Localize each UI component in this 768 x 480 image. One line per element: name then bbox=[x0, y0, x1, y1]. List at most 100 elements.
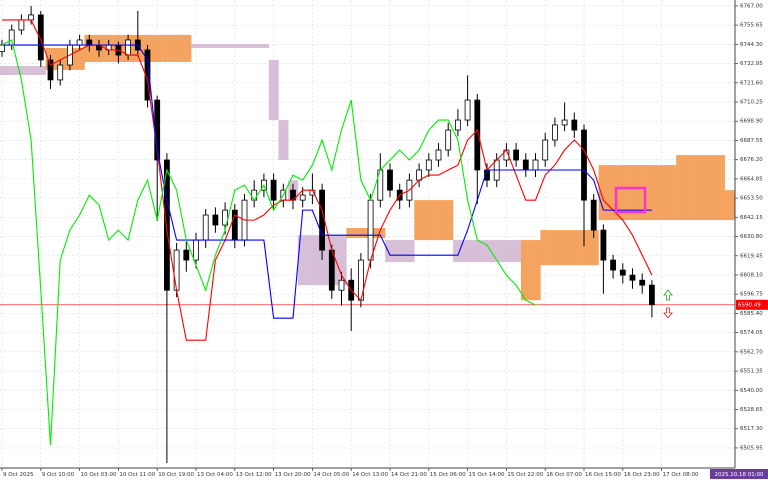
y-tick-label: 6664.85 bbox=[740, 176, 763, 182]
cloud-segment bbox=[162, 34, 173, 62]
candle-body bbox=[125, 39, 131, 56]
cloud-segment bbox=[569, 230, 580, 266]
candle-body bbox=[202, 214, 209, 241]
candle-body bbox=[47, 59, 54, 81]
cloud-segment bbox=[559, 230, 570, 266]
cloud-segment bbox=[705, 155, 716, 221]
indicator-line bbox=[2, 19, 653, 341]
y-tick-label: 6528.65 bbox=[740, 407, 763, 413]
candle-body bbox=[522, 159, 529, 171]
indicator-line bbox=[2, 44, 652, 319]
cloud-segment bbox=[482, 240, 493, 263]
cloud-segment bbox=[637, 165, 648, 221]
y-tick-label: 6585.40 bbox=[740, 311, 763, 317]
candle-body bbox=[76, 39, 83, 46]
candle-body bbox=[251, 189, 258, 201]
candle-body bbox=[581, 129, 587, 201]
cloud-segment bbox=[375, 228, 386, 239]
y-tick-label: 6767.00 bbox=[740, 3, 763, 9]
cloud-segment bbox=[74, 47, 85, 70]
cloud-segment bbox=[6, 66, 17, 76]
price-label: 6590.49 bbox=[738, 302, 761, 308]
cloud-segment bbox=[26, 66, 37, 76]
time-label-box bbox=[710, 469, 768, 479]
candle-body bbox=[561, 119, 568, 126]
cloud-segment bbox=[530, 240, 541, 301]
x-tick-label: 15 Oct 22:00 bbox=[507, 472, 543, 478]
candle-body bbox=[86, 39, 93, 46]
candle-body bbox=[37, 14, 44, 61]
y-tick-label: 6619.45 bbox=[740, 253, 763, 259]
candle-body bbox=[610, 259, 616, 271]
candle-body bbox=[425, 159, 432, 171]
candle-body bbox=[163, 159, 170, 291]
x-tick-label: 13 Oct 20:00 bbox=[275, 472, 311, 478]
cloud-segment bbox=[35, 66, 46, 76]
x-tick-label: 9 Oct 2025 bbox=[3, 472, 34, 478]
y-tick-label: 6540.00 bbox=[740, 388, 763, 394]
candle-body bbox=[454, 119, 461, 131]
x-tick-label: 15 Oct 14:00 bbox=[469, 472, 505, 478]
candle-body bbox=[474, 99, 481, 171]
cloud-segment bbox=[647, 165, 658, 221]
cloud-segment bbox=[259, 44, 270, 48]
cloud-segment bbox=[491, 240, 502, 263]
y-tick-label: 6744.30 bbox=[740, 42, 763, 48]
y-tick-label: 6551.35 bbox=[740, 369, 763, 375]
buy-arrow bbox=[663, 289, 673, 301]
candle-body bbox=[270, 179, 277, 201]
y-tick-label: 6505.95 bbox=[740, 445, 763, 451]
cloud-segment bbox=[695, 155, 706, 221]
x-tick-label: 9 Oct 10:00 bbox=[42, 472, 75, 478]
y-tick-label: 6596.75 bbox=[740, 292, 763, 298]
y-tick-label: 6517.30 bbox=[740, 426, 763, 432]
cloud-segment bbox=[317, 235, 328, 286]
cloud-segment bbox=[433, 200, 444, 241]
y-tick-label: 6574.05 bbox=[740, 330, 763, 336]
x-tick-label: 10 Oct 11:00 bbox=[119, 472, 155, 478]
cloud-segment bbox=[656, 165, 667, 221]
x-tick-label: 10 Oct 03:00 bbox=[81, 472, 117, 478]
cloud-segment bbox=[210, 44, 221, 48]
highlight-box bbox=[614, 186, 647, 214]
cloud-segment bbox=[511, 240, 522, 263]
candle-body bbox=[18, 19, 25, 31]
candle-body bbox=[173, 249, 180, 291]
cloud-segment bbox=[229, 44, 240, 48]
y-tick-label: 6687.55 bbox=[740, 138, 763, 144]
cloud-segment bbox=[404, 240, 415, 263]
cloud-segment bbox=[152, 34, 163, 62]
cloud-segment bbox=[385, 240, 396, 263]
cloud-segment bbox=[414, 200, 425, 241]
y-tick-label: 6721.60 bbox=[740, 80, 763, 86]
cloud-segment bbox=[239, 44, 250, 48]
candle-body bbox=[193, 239, 199, 261]
y-tick-label: 6710.25 bbox=[740, 100, 763, 106]
cloud-segment bbox=[724, 190, 735, 221]
candle-body bbox=[639, 279, 646, 286]
time-label: 2025.10.18 01:00 bbox=[714, 472, 764, 478]
candle-body bbox=[552, 124, 558, 141]
sell-arrow bbox=[663, 307, 673, 319]
x-tick-label: 16 Oct 23:00 bbox=[624, 472, 660, 478]
y-tick-label: 6676.20 bbox=[740, 157, 763, 163]
cloud-segment bbox=[16, 66, 27, 76]
x-tick-label: 15 Oct 06:00 bbox=[430, 472, 466, 478]
y-tick-label: 6562.70 bbox=[740, 349, 763, 355]
y-tick-label: 6642.15 bbox=[740, 215, 763, 221]
candle-body bbox=[629, 274, 636, 281]
cloud-segment bbox=[472, 240, 483, 263]
y-tick-label: 6755.65 bbox=[740, 23, 763, 29]
cloud-segment bbox=[550, 230, 561, 266]
x-tick-label: 10 Oct 19:00 bbox=[158, 472, 194, 478]
cloud-segment bbox=[220, 44, 231, 48]
candle-body bbox=[338, 279, 345, 291]
candle-body bbox=[435, 149, 442, 161]
cloud-segment bbox=[443, 200, 454, 241]
cloud-segment bbox=[685, 155, 696, 221]
cloud-segment bbox=[346, 228, 357, 239]
x-tick-label: 14 Oct 05:00 bbox=[313, 472, 349, 478]
y-tick-label: 6653.50 bbox=[740, 196, 763, 202]
candle-body bbox=[0, 44, 5, 53]
